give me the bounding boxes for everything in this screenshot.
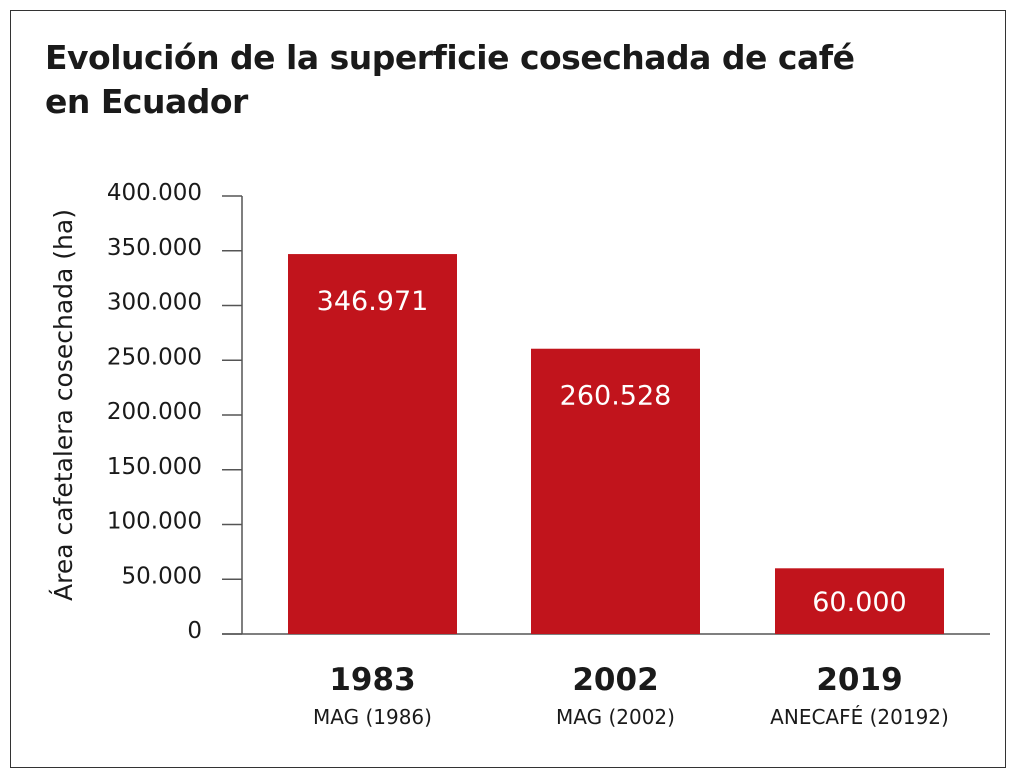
title-line-1: Evolución de la superficie cosechada de …: [45, 38, 855, 77]
y-tick-label: 400.000: [107, 180, 202, 206]
bar-2002: [531, 348, 700, 634]
value-label: 260.528: [560, 381, 672, 412]
y-tick-label: 250.000: [107, 344, 202, 370]
y-tick-label: 50.000: [122, 563, 202, 589]
bar-2019: [775, 568, 944, 634]
y-tick-label: 0: [187, 618, 202, 644]
category-label: 2002: [572, 662, 658, 698]
y-tick-label: 100.000: [107, 509, 202, 535]
bar-1983: [288, 254, 457, 634]
value-label: 60.000: [812, 587, 906, 618]
value-label: 346.971: [317, 286, 429, 317]
y-tick-label: 200.000: [107, 399, 202, 425]
y-tick-label: 300.000: [107, 290, 202, 316]
y-tick-label: 350.000: [107, 235, 202, 261]
chart-frame: [10, 10, 1006, 768]
category-label: 2019: [816, 662, 902, 698]
source-label: MAG (1986): [313, 705, 432, 729]
category-label: 1983: [329, 662, 415, 698]
y-tick-label: 150.000: [107, 454, 202, 480]
title-line-2: en Ecuador: [45, 82, 248, 121]
y-axis-label: Área cafetalera cosechada (ha): [49, 209, 78, 601]
chart-title: Evolución de la superficie cosechada de …: [45, 36, 855, 124]
source-label: MAG (2002): [556, 705, 675, 729]
source-label: ANECAFÉ (20192): [770, 705, 949, 729]
